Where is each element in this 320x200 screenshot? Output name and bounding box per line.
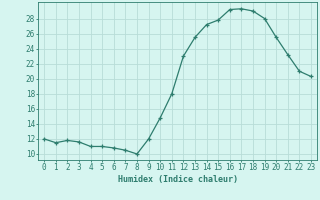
X-axis label: Humidex (Indice chaleur): Humidex (Indice chaleur) xyxy=(118,175,238,184)
